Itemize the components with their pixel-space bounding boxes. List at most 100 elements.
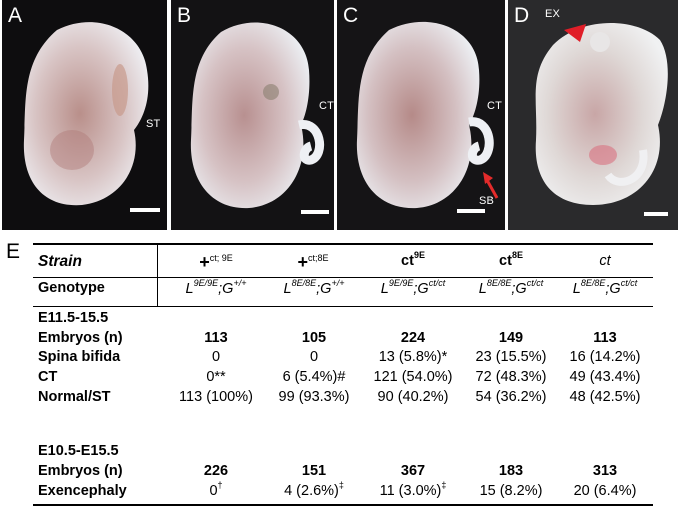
strain-base: ct (599, 253, 611, 269)
scale-bar (457, 209, 485, 213)
strain-sup: ct;8E (308, 253, 329, 263)
table-genotype-rule (33, 306, 653, 307)
geno-l: L (380, 281, 389, 297)
table-cell: 0** (206, 369, 226, 385)
cell-footnote: ‡ (338, 480, 344, 490)
scale-bar (644, 212, 668, 216)
table-cell: 11 (3.0%)‡ (379, 481, 447, 500)
panel-letter-c: C (343, 4, 359, 27)
strain-base: + (297, 252, 308, 272)
geno-lsup: 8E/8E (486, 278, 512, 288)
table-cell: 113 (100%) (179, 389, 253, 405)
strain-sup: 8E (511, 250, 523, 260)
geno-gsup: +/+ (331, 278, 345, 288)
geno-l: L (283, 281, 292, 297)
geno-lsup: 8E/8E (580, 278, 606, 288)
panel-c: C CT SB (337, 0, 505, 230)
row-label: Embryos (n) (38, 330, 123, 346)
strain-sup: ct; 9E (209, 253, 233, 263)
table-top-rule (33, 243, 653, 245)
table-cell: 99 (93.3%) (278, 389, 350, 405)
st-label: ST (146, 118, 161, 130)
geno-g: ;G (316, 281, 332, 297)
genotype-col-3: L9E/9E;Gct/ct (380, 278, 446, 298)
table-cell: 183 (498, 463, 524, 479)
embryo-image-b (171, 0, 334, 230)
geno-lsup: 9E/9E (388, 278, 414, 288)
strain-base: ct (401, 253, 414, 269)
table-cell: 0† (209, 481, 222, 500)
strain-header: Strain (38, 253, 82, 270)
row-label: Spina bifida (38, 349, 121, 365)
table-cell: 23 (15.5%) (475, 349, 547, 365)
geno-l: L (185, 281, 194, 297)
scale-bar (130, 208, 160, 212)
panel-letter-d: D (514, 4, 530, 27)
panel-d: D EX (508, 0, 678, 230)
geno-gsup: +/+ (233, 278, 247, 288)
strain-col-3: ct9E (401, 250, 425, 270)
geno-g: ;G (218, 281, 234, 297)
genotype-col-4: L8E/8E;Gct/ct (478, 278, 544, 298)
geno-gsup: ct/ct (526, 278, 544, 288)
strain-col-2: +ct;8E (297, 252, 328, 273)
geno-gsup: ct/ct (620, 278, 638, 288)
table-cell: 54 (36.2%) (475, 389, 547, 405)
row-label: Embryos (n) (38, 463, 123, 479)
ct-label: CT (319, 100, 334, 112)
cell-value: 0 (209, 483, 218, 499)
geno-lsup: 9E/9E (193, 278, 219, 288)
table-cell: 121 (54.0%) (373, 369, 453, 385)
table-cell: 4 (2.6%)‡ (284, 480, 344, 500)
cell-value: 11 (3.0%) (379, 483, 442, 499)
strain-col-5: ct (599, 253, 610, 269)
genotype-col-2: L8E/8E;G+/+ (283, 278, 345, 298)
embryo-image-a (2, 0, 167, 230)
sb-label: SB (479, 195, 495, 207)
geno-gsup: ct/ct (428, 278, 446, 288)
geno-l: L (572, 281, 581, 297)
genotype-col-5: L8E/8E;Gct/ct (572, 278, 638, 298)
panel-letter-a: A (8, 4, 23, 27)
table-cell: 90 (40.2%) (377, 389, 449, 405)
row-label: Normal/ST (38, 389, 111, 405)
table-bottom-rule (33, 504, 653, 506)
geno-g: ;G (605, 281, 621, 297)
table-cell: 0 (309, 349, 319, 365)
genotype-table: Strain Genotype +ct; 9E +ct;8E ct9E ct8E… (33, 243, 653, 506)
strain-base: + (199, 252, 210, 272)
panel-letter-e: E (6, 240, 21, 263)
section-title: E11.5-15.5 (38, 310, 109, 326)
strain-sup: 9E (413, 250, 425, 260)
panel-a: A ST (2, 0, 167, 230)
table-cell: 367 (400, 463, 426, 479)
strain-col-1: +ct; 9E (199, 252, 233, 273)
ex-label: EX (545, 8, 561, 20)
table-cell: 15 (8.2%) (479, 483, 543, 499)
section-title: E10.5-E15.5 (38, 443, 119, 459)
panel-letter-b: B (177, 4, 192, 27)
table-cell: 16 (14.2%) (569, 349, 641, 365)
table-cell: 113 (204, 330, 228, 346)
genotype-col-1: L9E/9E;G+/+ (185, 278, 247, 298)
table-cell: 49 (43.4%) (569, 369, 641, 385)
geno-g: ;G (511, 281, 527, 297)
table-cell: 48 (42.5%) (569, 389, 641, 405)
strain-base: ct (499, 253, 512, 269)
strain-col-4: ct8E (499, 250, 523, 270)
table-cell: 72 (48.3%) (475, 369, 547, 385)
geno-lsup: 8E/8E (291, 278, 317, 288)
table-header-rule (33, 277, 653, 278)
table-cell: 0 (211, 349, 221, 365)
table-cell: 149 (498, 330, 524, 346)
scale-bar (301, 210, 329, 214)
row-label: CT (38, 369, 58, 385)
table-cell: 151 (301, 463, 327, 479)
table-cell: 105 (301, 330, 327, 346)
row-label: Exencephaly (38, 483, 127, 499)
geno-g: ;G (413, 281, 429, 297)
ct-label: CT (487, 100, 503, 112)
geno-l: L (478, 281, 487, 297)
embryo-image-c (337, 0, 505, 230)
column-divider (157, 243, 158, 306)
